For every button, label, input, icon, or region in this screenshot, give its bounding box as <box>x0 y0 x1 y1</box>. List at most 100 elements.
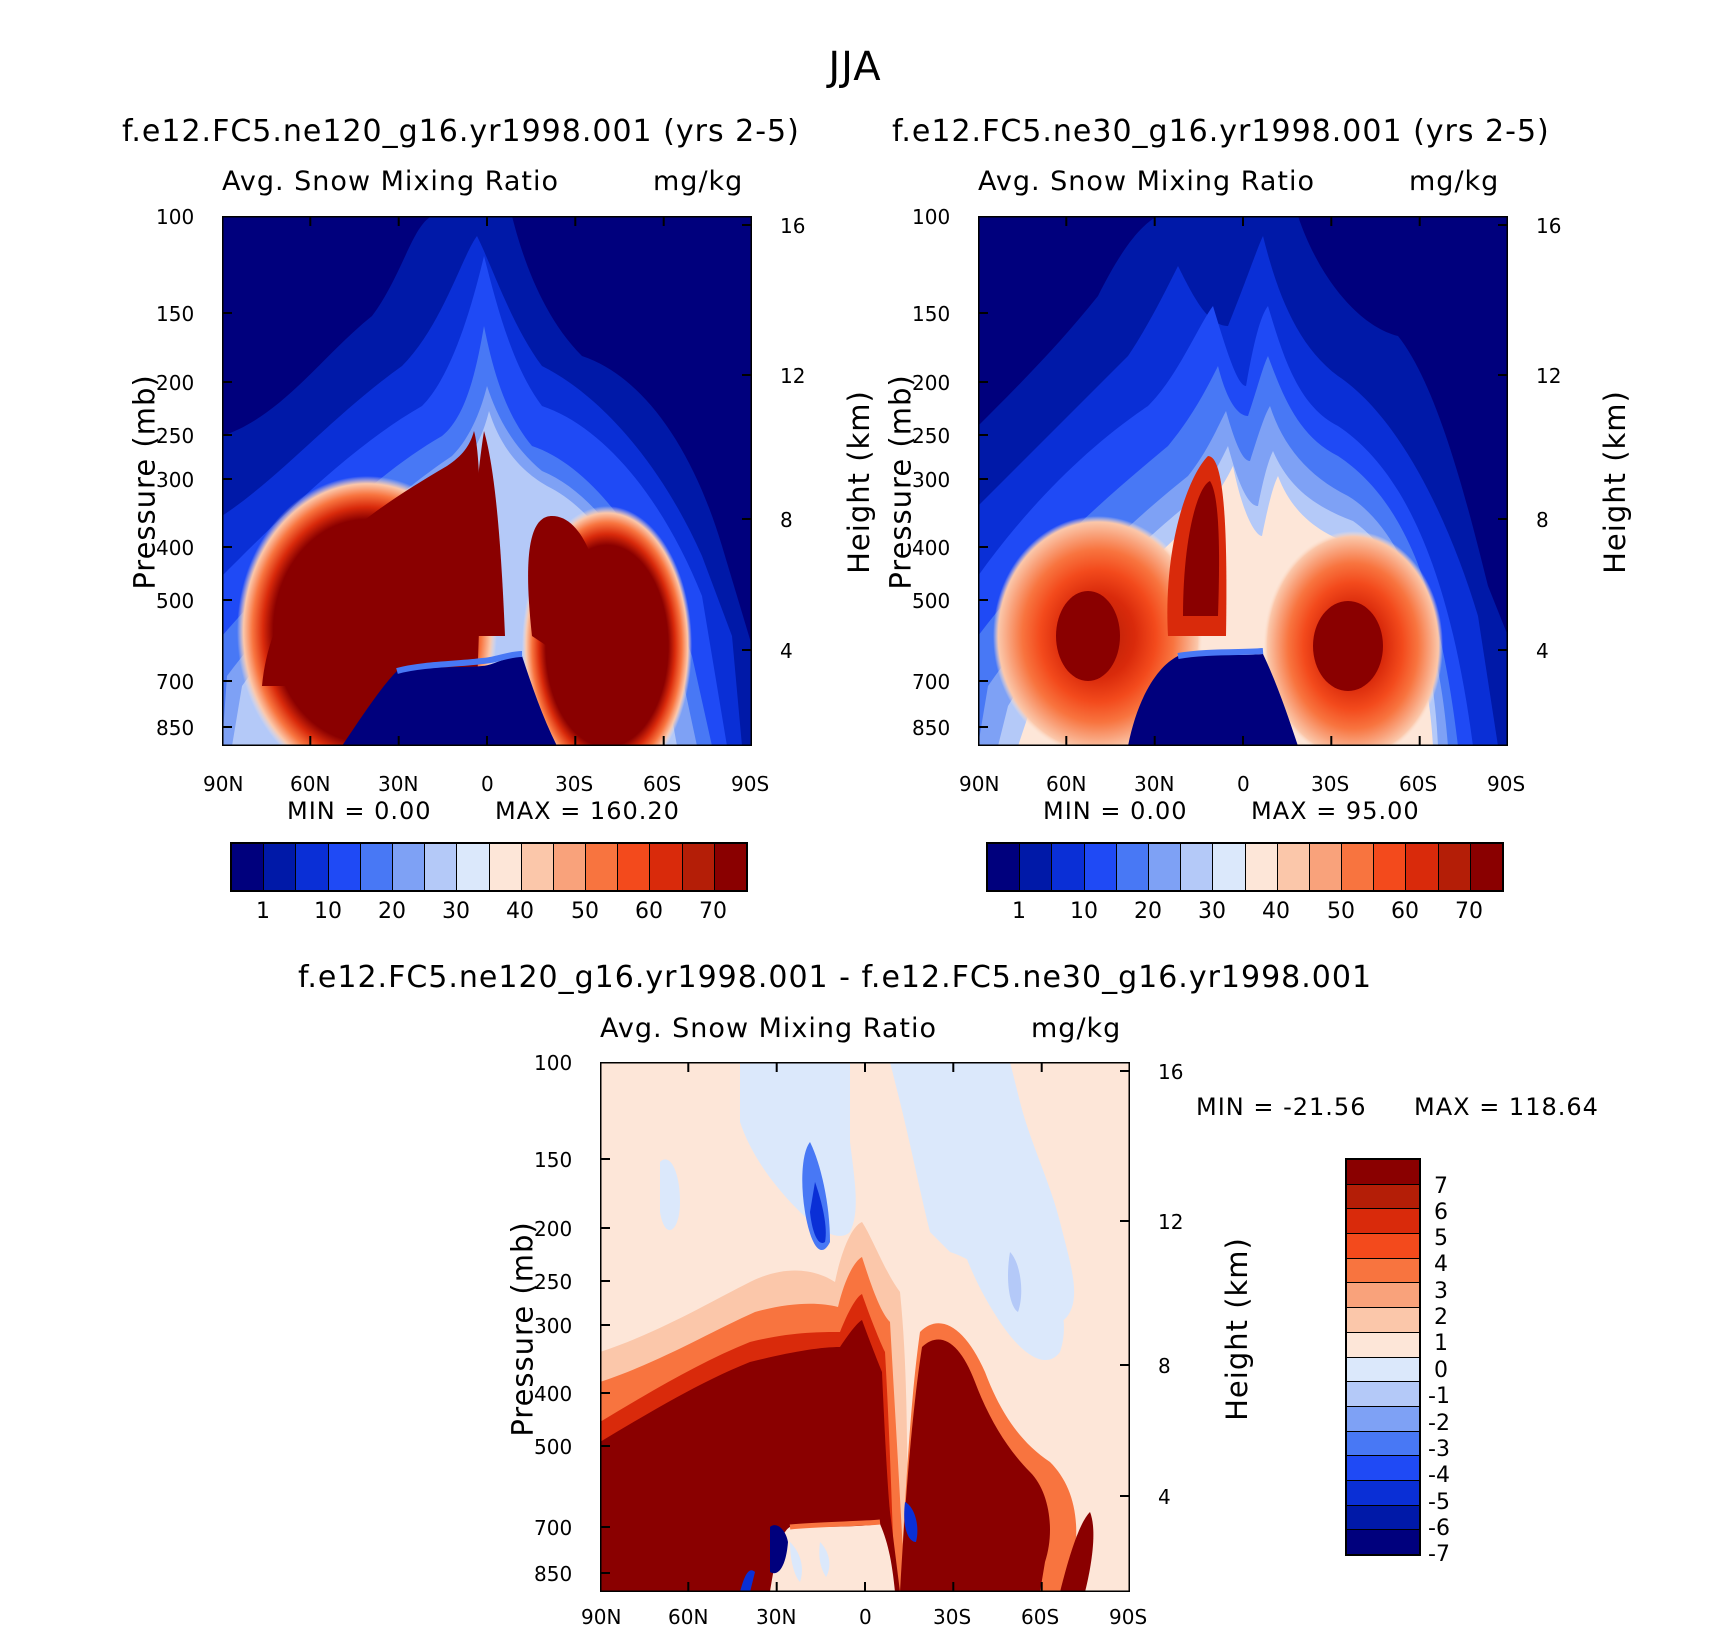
colorbar-label: 40 <box>1262 899 1290 924</box>
panel-title: f.e12.FC5.ne120_g16.yr1998.001 - f.e12.F… <box>298 960 1373 995</box>
y-tick: 100 <box>912 205 951 229</box>
colorbar-swatch <box>1308 844 1342 890</box>
y-tick: 500 <box>156 589 195 613</box>
colorbar-label: 10 <box>1070 899 1098 924</box>
colorbar-label: 7 <box>1434 1174 1448 1199</box>
low-level-minimum <box>342 656 557 746</box>
colorbar-label: -5 <box>1428 1490 1450 1515</box>
colorbar-label: 70 <box>1455 899 1483 924</box>
contour-plot <box>222 216 752 746</box>
colorbar-label: -6 <box>1428 1516 1450 1541</box>
sh-difference-maximum <box>900 1339 1050 1592</box>
colorbar-label: 20 <box>378 899 406 924</box>
y2-tick: 16 <box>780 214 806 238</box>
max-value: MAX = 160.20 <box>495 797 680 825</box>
colorbar-swatch <box>456 844 489 890</box>
x-tick: 30S <box>555 772 594 796</box>
y-tick: 150 <box>912 302 951 326</box>
x-tick: 90S <box>1109 1605 1148 1629</box>
colorbar-label: 20 <box>1134 899 1162 924</box>
y2-axis-label: Height (km) <box>1219 1237 1254 1421</box>
colorbar-label: 40 <box>506 899 534 924</box>
x-tick: 60S <box>643 772 682 796</box>
y-tick: 850 <box>156 716 195 740</box>
y-tick: 200 <box>912 371 951 395</box>
x-tick: 60N <box>1046 772 1087 796</box>
colorbar-swatch <box>295 844 328 890</box>
units-label: mg/kg <box>653 166 744 197</box>
colorbar-label: 50 <box>571 899 599 924</box>
y-tick: 200 <box>156 371 195 395</box>
x-tick: 30N <box>378 772 419 796</box>
colorbar-swatch <box>585 844 618 890</box>
x-tick: 60N <box>290 772 331 796</box>
y2-tick: 12 <box>1158 1210 1184 1234</box>
colorbar-swatch <box>681 844 714 890</box>
colorbar-swatch <box>617 844 650 890</box>
y2-axis-label: Height (km) <box>841 390 876 574</box>
colorbar-label: 30 <box>442 899 470 924</box>
y-tick: 150 <box>534 1148 573 1172</box>
low-level-minimum <box>770 1525 788 1574</box>
colorbar-label: 2 <box>1434 1305 1448 1330</box>
y2-tick: 16 <box>1158 1060 1184 1084</box>
y2-axis-label: Height (km) <box>1597 390 1632 574</box>
units-label: mg/kg <box>1409 166 1500 197</box>
colorbar-swatch <box>327 844 360 890</box>
variable-label: Avg. Snow Mixing Ratio <box>222 166 560 197</box>
min-value: MIN = -21.56 <box>1196 1093 1367 1121</box>
colorbar-swatch <box>1083 844 1116 890</box>
colorbar-swatch <box>359 844 392 890</box>
colorbar-label: 60 <box>635 899 663 924</box>
x-tick: 30N <box>756 1605 797 1629</box>
y-tick: 300 <box>534 1314 573 1338</box>
colorbar-swatch <box>1347 1233 1419 1258</box>
contour-plot <box>978 216 1508 746</box>
colorbar-swatch <box>1347 1160 1419 1184</box>
x-tick: 30S <box>1311 772 1350 796</box>
x-tick: 0 <box>859 1605 872 1629</box>
y-tick: 700 <box>156 670 195 694</box>
colorbar-swatch <box>263 844 296 890</box>
y-tick: 250 <box>156 424 195 448</box>
colorbar-swatch <box>1019 844 1052 890</box>
y-tick: 850 <box>534 1562 573 1586</box>
x-tick: 90S <box>731 772 770 796</box>
colorbar-swatch <box>1347 1381 1419 1406</box>
colorbar-swatch <box>232 844 264 890</box>
x-tick: 60N <box>668 1605 709 1629</box>
y-tick: 150 <box>156 302 195 326</box>
y2-tick: 8 <box>780 508 793 532</box>
colorbar <box>1345 1158 1421 1556</box>
colorbar-swatch <box>649 844 682 890</box>
y-tick: 500 <box>534 1435 573 1459</box>
colorbar-label: 50 <box>1327 899 1355 924</box>
x-tick: 0 <box>1237 772 1250 796</box>
y-axis-label: Pressure (mb) <box>127 374 162 590</box>
colorbar-label: 0 <box>1434 1358 1448 1383</box>
colorbar-swatch <box>520 844 553 890</box>
colorbar <box>986 842 1504 892</box>
y2-tick: 8 <box>1158 1354 1171 1378</box>
y2-tick: 4 <box>1158 1485 1171 1509</box>
y-tick: 850 <box>912 716 951 740</box>
panel-title: f.e12.FC5.ne120_g16.yr1998.001 (yrs 2-5) <box>122 114 800 149</box>
y2-tick: 4 <box>1536 639 1549 663</box>
x-tick: 30S <box>933 1605 972 1629</box>
y-tick: 700 <box>534 1516 573 1540</box>
page-title: JJA <box>828 44 882 90</box>
x-tick: 60S <box>1399 772 1438 796</box>
colorbar-label: 1 <box>256 899 270 924</box>
y2-tick: 12 <box>780 364 806 388</box>
y-tick: 250 <box>534 1270 573 1294</box>
colorbar-label: 70 <box>699 899 727 924</box>
colorbar-swatch <box>488 844 521 890</box>
colorbar-label: 60 <box>1391 899 1419 924</box>
y-tick: 100 <box>534 1051 573 1075</box>
colorbar-swatch <box>1347 1257 1419 1283</box>
colorbar-label: -3 <box>1428 1437 1450 1462</box>
colorbar-swatch <box>1437 844 1470 890</box>
colorbar-label: 1 <box>1434 1331 1448 1356</box>
contour-plot <box>600 1062 1130 1592</box>
colorbar-swatch <box>1347 1529 1419 1554</box>
